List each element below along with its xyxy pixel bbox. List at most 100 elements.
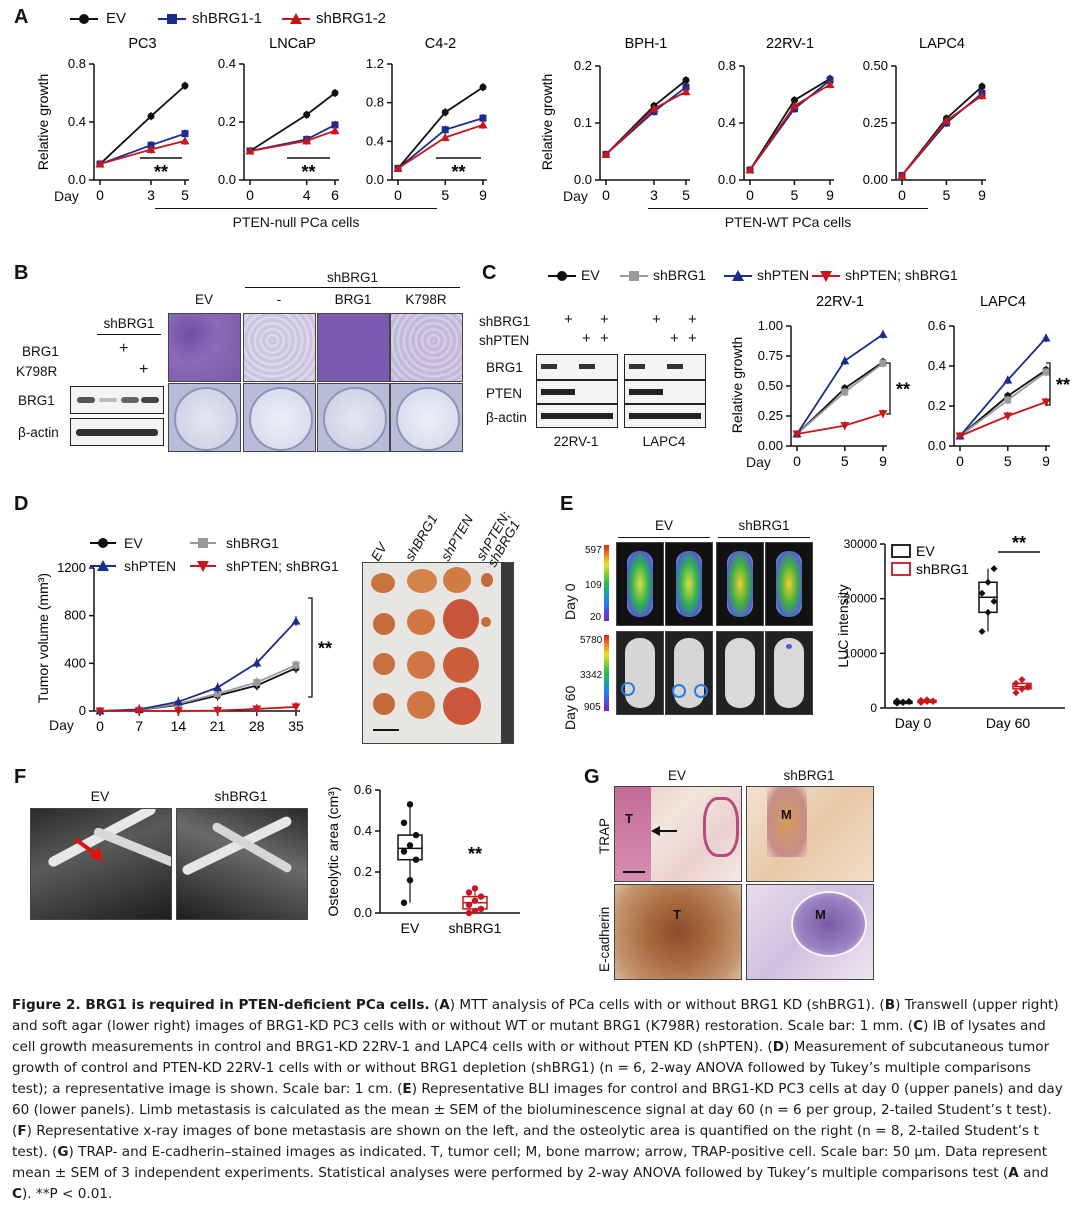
data-point [292,661,300,669]
y-tick-label: 0 [79,703,86,718]
caption-text-6: ) Representative x-ray images of bone me… [12,1123,1039,1160]
bli-image-ev-day60-1 [616,631,664,715]
box-shbrg1-day-0 [917,696,937,707]
legend-shbrg1-1-marker [158,14,186,24]
significance-mark: ** [468,844,482,864]
scale-day0-mid: 109 [585,580,602,591]
panel-letter-c: C [482,262,497,284]
x-tick-label: 3 [650,187,658,203]
data-point [1042,368,1050,376]
data-point [465,889,473,896]
panel-b-col-k798r: K798R [405,292,447,307]
significance-mark: ** [1056,375,1070,395]
bli-image-ev-day0-2 [665,542,713,626]
legend-ev-marker [70,14,98,24]
data-point [330,126,340,135]
y-tick-label: 20000 [844,592,878,606]
caption-bold-6: F [17,1123,27,1139]
mark-t: T [625,811,633,826]
caption-text-5: ) Representative BLI images for control … [12,1081,1063,1139]
chart-title: LAPC4 [919,36,965,52]
panel-g-row-trap: TRAP [597,817,612,854]
x-tick-label: 9 [1042,453,1050,469]
data-point [440,132,450,141]
chart-title: C4-2 [425,36,456,52]
panel-b-col-minus: - [276,292,282,307]
data-point [477,905,485,913]
soft-agar-image-k798r [390,383,463,452]
panel-c-row-shbrg1: shBRG1 [479,314,531,329]
y-tick-label: 0.8 [718,58,736,73]
data-point [477,893,485,900]
x-tick-label: 5 [181,187,189,203]
x-tick-label: 5 [682,187,690,203]
x-tick-label: Day 0 [895,715,932,731]
x-tick-label: 9 [826,187,834,203]
chart-title: PC3 [128,36,156,52]
data-point [878,329,888,338]
tumor-photo [362,562,514,744]
data-point [681,87,691,96]
y-tick-label: 0.0 [928,438,946,453]
data-point [1041,333,1051,342]
data-point [213,706,223,715]
panel-b-row-brg1: BRG1 [22,344,59,359]
legend-shpten-marker [90,560,116,571]
y-axis-label: Tumor volume (mm³) [35,573,51,703]
data-point [1018,685,1026,693]
panel-b-shbrg1-bracket [245,287,460,288]
y-tick-label: 0.0 [718,172,736,187]
panel-letter-e: E [560,493,574,515]
series-shbrg1-2 [601,87,691,158]
series-shbrg1-2 [745,80,835,174]
y-tick-label: 0.8 [68,56,86,71]
caption-bold-3: C [913,1018,924,1034]
data-point [923,696,931,704]
data-point [412,856,420,863]
caption-text-7: ) TRAP- and E-cadherin–stained images as… [12,1144,1048,1181]
x-tick-label: 0 [956,453,964,469]
color-scale-day0 [604,545,609,621]
data-point [471,897,479,904]
y-axis-label: Relative growth [729,337,745,434]
plus-sign: + [582,330,591,347]
panel-e-ev-bracket [618,537,710,538]
series-shpten [792,329,888,438]
data-point [406,877,414,884]
panel-b-band-actin-label: β-actin [18,425,59,440]
data-point [134,707,144,716]
panel-c-actin-blot-lapc4 [624,404,706,428]
caption-bold-2: B [884,997,896,1013]
x-tick-label: 0 [602,187,610,203]
panel-b-band-brg1-label: BRG1 [18,393,55,408]
chart-title: 22RV-1 [766,36,814,52]
scale-day60-mid: 3342 [580,670,603,681]
box-shbrg1-day-60 [1012,676,1032,697]
data-point [400,819,408,826]
caption-bold-4: D [772,1039,784,1055]
soft-agar-image-ev [168,383,241,452]
legend-ev: EV [106,10,127,27]
panel-c-legend-ev: EV [581,267,600,283]
series-line [100,706,297,712]
data-point [291,616,301,625]
data-point [173,707,183,716]
y-tick-label: 0.4 [68,114,86,129]
luc-legend: EV shBRG1 [891,543,969,577]
x-tick-label: 35 [288,718,304,734]
data-point [601,149,611,158]
data-point [792,430,802,439]
plus-sign: + [652,311,661,328]
data-point [978,589,986,597]
luc-box-chart: 0 10000 20000 30000 LUC intensity Day 0 Day 60… [835,533,1065,731]
data-point [1003,375,1013,384]
caption-text-4: ) Measurement of subcutaneous tumor grow… [12,1039,1050,1097]
bli-image-ev-day60-2 [665,631,713,715]
y-tick-label: 0.6 [354,782,372,797]
figure-caption: Figure 2. BRG1 is required in PTEN-defic… [12,995,1070,1205]
line-chart-2: 0.0 0.4 0.8 1.2 0 5 9 C4-2 ** [366,36,488,203]
chart-title: BPH-1 [625,36,668,52]
caption-text-0: ( [429,997,440,1013]
y-tick-label: 0.2 [218,114,236,129]
